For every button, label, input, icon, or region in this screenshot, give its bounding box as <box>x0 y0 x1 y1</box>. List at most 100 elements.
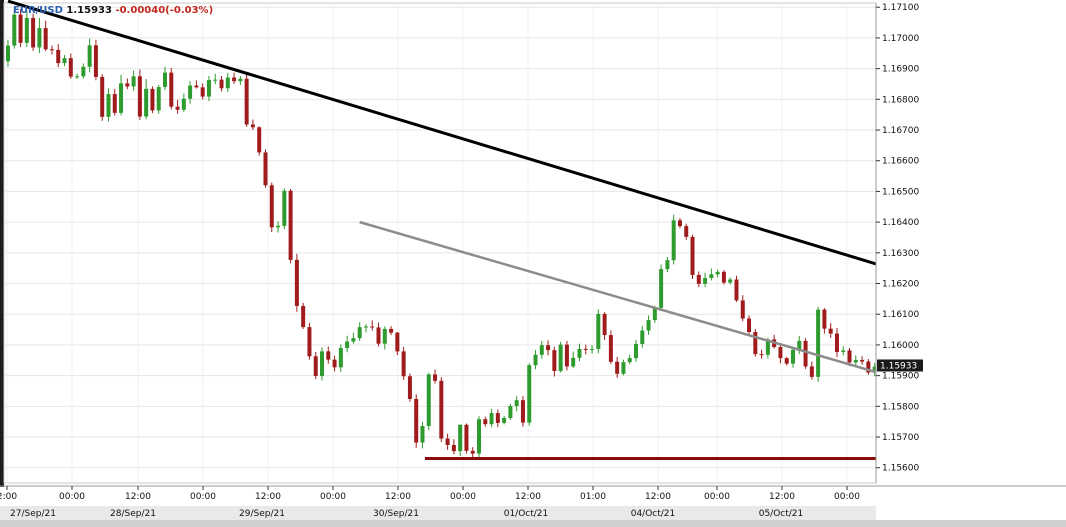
last-price-marker: 1.15933 <box>877 359 923 372</box>
time-tick-label: 12:00 <box>255 492 281 502</box>
time-tick-label: 00:00 <box>450 492 476 502</box>
candle-body <box>263 152 268 186</box>
candle-body <box>357 327 362 339</box>
candle-body <box>841 350 846 352</box>
time-tick-label: 00:00 <box>704 492 730 502</box>
price-tick-label: 1.16200 <box>882 280 919 290</box>
candle-body <box>238 78 243 82</box>
scrollbar-track[interactable] <box>0 520 1066 527</box>
candle-body <box>590 348 595 350</box>
time-tick-label: 12:00 <box>385 492 411 502</box>
candle-body <box>652 307 657 321</box>
candle-body <box>740 300 745 319</box>
candle-body <box>395 332 400 352</box>
candle-body <box>194 85 199 88</box>
candle-body <box>803 340 808 367</box>
candle-body <box>276 225 281 228</box>
price-tick-label: 1.16900 <box>882 65 919 75</box>
candle-body <box>872 366 877 373</box>
price-axis[interactable]: 1.17100 1.17000 1.16900 1.16800 1.16700 1.166… <box>875 0 1066 486</box>
candle-body <box>93 45 98 77</box>
candle-body <box>520 400 525 423</box>
candle-body <box>747 318 752 333</box>
time-tick-label: 12:00 <box>645 492 671 502</box>
candles <box>6 8 883 458</box>
candle-body <box>200 87 205 97</box>
candle-body <box>684 226 689 237</box>
price-tick-label: 1.16100 <box>882 310 919 320</box>
candle-body <box>420 425 425 443</box>
time-tick-label: 00:00 <box>190 492 216 502</box>
candle-body <box>665 260 670 270</box>
candle-body <box>583 348 588 350</box>
time-tick-label: 2:00 <box>0 492 17 502</box>
candle-body <box>539 345 544 355</box>
candle-body <box>445 438 450 446</box>
candle-body <box>847 350 852 363</box>
price-tick-label: 1.16400 <box>882 218 919 228</box>
candle-body <box>608 335 613 362</box>
candle-body <box>31 17 36 48</box>
candle-body <box>514 400 519 407</box>
candle-body <box>18 14 23 43</box>
candle-body <box>640 330 645 344</box>
candle-body <box>106 94 111 117</box>
candle-body <box>407 376 412 399</box>
candle-body <box>834 333 839 352</box>
candle-body <box>558 344 563 372</box>
candle-body <box>150 88 155 111</box>
candle-body <box>627 358 632 363</box>
price-tick-label: 1.15900 <box>882 372 919 382</box>
date-label: 29/Sep/21 <box>239 509 285 519</box>
candle-body <box>809 366 814 377</box>
candle-body <box>671 220 676 261</box>
candle-body <box>6 45 10 62</box>
candle-body <box>301 305 306 328</box>
candle-body <box>294 259 299 306</box>
candle-body <box>56 49 61 64</box>
candle-body <box>677 220 682 227</box>
symbol-name[interactable]: EUR/USD <box>13 5 63 16</box>
date-label: 28/Sep/21 <box>110 509 156 519</box>
candle-body <box>125 83 130 87</box>
price-axis-background <box>876 0 1066 486</box>
candle-body <box>546 345 551 351</box>
candle-body <box>533 354 538 366</box>
candle-body <box>703 277 708 284</box>
price-tick-label: 1.16600 <box>882 157 919 167</box>
candle-body <box>163 72 167 88</box>
candle-body <box>389 328 394 333</box>
candle-body <box>464 424 469 451</box>
last-price-marker-box <box>877 359 923 372</box>
candle-body <box>244 78 249 125</box>
candle-body <box>282 190 287 226</box>
price-change: -0.00040(-0.03%) <box>115 5 214 16</box>
candle-body <box>175 106 180 110</box>
price-tick-label: 1.16500 <box>882 187 919 197</box>
candle-body <box>219 79 224 89</box>
candle-body <box>257 127 262 153</box>
price-tick-label: 1.17100 <box>882 3 919 13</box>
candle-body <box>100 76 105 117</box>
candle-body <box>426 374 431 426</box>
candle-body <box>351 338 356 342</box>
candle-body <box>376 327 381 344</box>
time-axis[interactable]: 2:00 00:00 12:00 00:00 12:00 00:00 12:00 00:00 1… <box>0 485 1066 527</box>
candle-body <box>728 279 733 283</box>
candle-body <box>131 76 136 87</box>
candle-body <box>797 340 802 350</box>
candle-body <box>37 28 42 48</box>
candle-body <box>320 351 324 376</box>
candle-body <box>401 351 406 377</box>
candle-body <box>188 85 193 99</box>
price-tick-label: 1.16800 <box>882 95 919 105</box>
candle-body <box>451 445 456 452</box>
candle-body <box>313 356 318 376</box>
candle-body <box>828 328 833 334</box>
candle-body <box>345 341 350 348</box>
date-label: 05/Oct/21 <box>759 509 804 519</box>
candle-body <box>206 79 211 97</box>
left-edge-strip <box>0 0 4 527</box>
candle-body <box>778 347 783 359</box>
